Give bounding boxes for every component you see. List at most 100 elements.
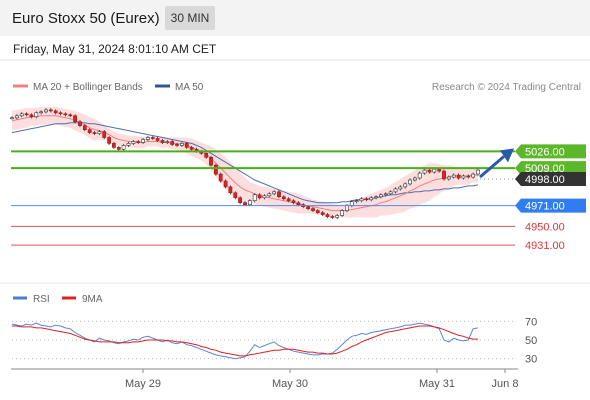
candle (262, 194, 267, 200)
candle-body (403, 183, 408, 188)
candle-body (209, 157, 213, 166)
candle-body (364, 198, 369, 201)
candle-body (388, 191, 393, 195)
ma9-legend-label: 9MA (82, 294, 103, 305)
candle-body (257, 194, 262, 199)
candle (451, 173, 456, 179)
candle (281, 195, 286, 201)
x-label-may30: May 30 (272, 378, 308, 390)
candle (180, 141, 184, 148)
candle-body (24, 113, 29, 116)
candle-body (408, 179, 412, 185)
instrument-title: Euro Stoxx 50 (Eurex) (12, 10, 160, 27)
candle-body (442, 170, 446, 180)
candle (471, 172, 476, 179)
candle-body (19, 113, 24, 117)
candle (378, 193, 383, 199)
candle (393, 187, 398, 194)
candle (102, 130, 107, 140)
candle (34, 111, 39, 119)
candle (175, 142, 179, 148)
candle-body (78, 121, 82, 126)
candle (320, 210, 325, 217)
candle (58, 111, 63, 116)
candle-body (73, 115, 78, 123)
projection-arrow-head (500, 148, 514, 163)
candle (97, 130, 102, 136)
candle-body (344, 205, 349, 211)
bollinger-band-layer (12, 106, 478, 218)
candle-body (272, 191, 277, 195)
candle (238, 196, 243, 205)
candle-body (456, 174, 461, 179)
candle-body (354, 200, 359, 202)
candle-body (461, 175, 466, 179)
candle (354, 199, 359, 204)
candle-body (92, 132, 97, 134)
x-label-may29: May 29 (125, 378, 161, 390)
level-tag (515, 144, 586, 159)
candle (374, 195, 379, 200)
candle-body (160, 140, 165, 143)
candle (214, 163, 218, 176)
candle (228, 185, 233, 195)
bollinger-band (12, 106, 478, 218)
candle-body (68, 114, 73, 117)
level-label: 4971.00 (525, 201, 565, 213)
candle-body (446, 176, 451, 180)
candle (335, 213, 340, 220)
candle (184, 141, 189, 149)
level-label: 4998.00 (525, 174, 565, 186)
candle (24, 112, 29, 117)
candle (427, 168, 432, 174)
rsi-tick-label: 70 (525, 316, 537, 328)
candle-body (291, 200, 296, 203)
candle (408, 178, 412, 186)
candle-body (349, 201, 354, 206)
header-bar: Euro Stoxx 50 (Eurex) 30 MIN (0, 0, 590, 36)
level-tag (515, 172, 586, 186)
candle (107, 135, 112, 146)
candle (218, 172, 223, 183)
candle (204, 151, 209, 159)
candle (121, 143, 126, 151)
candle-body (471, 173, 476, 178)
candle (150, 135, 155, 141)
candle-body (146, 137, 150, 140)
candle-body (325, 214, 330, 217)
projection-arrow-shaft (479, 155, 505, 179)
candle-body (315, 210, 320, 213)
candle (233, 191, 238, 200)
candle (461, 174, 466, 180)
projection-layer (479, 148, 514, 179)
moving-average-layer (11, 115, 479, 212)
candle (291, 199, 296, 205)
candle-body (150, 137, 155, 139)
candle (442, 169, 446, 181)
candle (248, 199, 252, 207)
candle-body (214, 164, 218, 175)
candle (112, 141, 116, 149)
candle (325, 212, 330, 219)
candle-body (451, 174, 456, 178)
candle-body (131, 141, 136, 144)
candle-body (277, 191, 281, 198)
research-credit: Research © 2024 Trading Central (432, 82, 581, 93)
candle (82, 124, 87, 132)
candle-body (281, 196, 286, 200)
candle-body (175, 144, 179, 146)
candle-body (437, 168, 442, 172)
candle-body (39, 111, 44, 114)
candle-body (116, 147, 121, 150)
candle-body (233, 192, 238, 199)
timeframe-badge[interactable]: 30 MIN (165, 6, 215, 30)
candle-body (393, 188, 398, 193)
candle-body (374, 196, 379, 199)
candle-body (378, 194, 383, 198)
candle-body (29, 114, 34, 118)
candle-body (102, 131, 107, 138)
candle (403, 182, 408, 189)
candle (412, 176, 417, 182)
candle (277, 190, 281, 199)
